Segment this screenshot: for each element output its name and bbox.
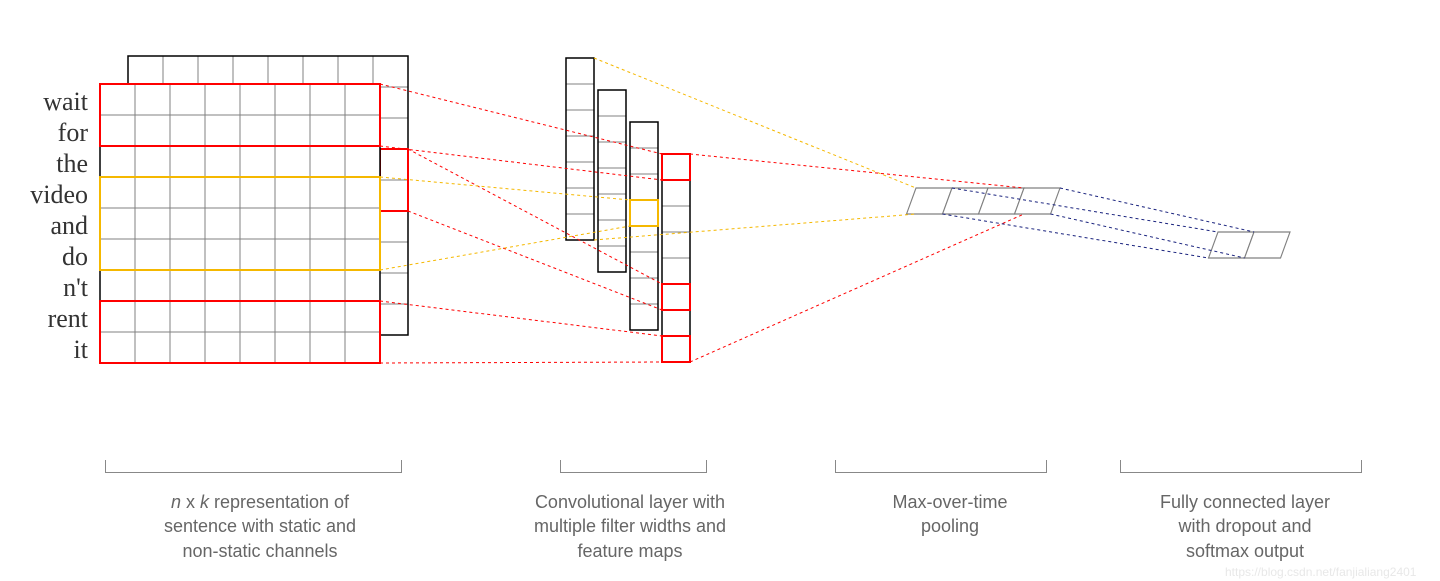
word-wait: wait (18, 87, 88, 117)
watermark-text: https://blog.csdn.net/fanjialiang2401 (1225, 565, 1416, 579)
bracket (835, 460, 1047, 473)
caption-conv: Convolutional layer withmultiple filter … (500, 490, 760, 563)
word-do: do (18, 242, 88, 272)
word-the: the (18, 149, 88, 179)
word-video: video (18, 180, 88, 210)
bracket (105, 460, 402, 473)
caption-output: Fully connected layerwith dropout andsof… (1130, 490, 1360, 563)
caption-input: n x k representation ofsentence with sta… (130, 490, 390, 563)
bracket (1120, 460, 1362, 473)
word-nt: n't (18, 273, 88, 303)
bracket (560, 460, 707, 473)
word-for: for (18, 118, 88, 148)
caption-pool: Max-over-timepooling (850, 490, 1050, 539)
word-it: it (18, 335, 88, 365)
word-and: and (18, 211, 88, 241)
word-rent: rent (18, 304, 88, 334)
